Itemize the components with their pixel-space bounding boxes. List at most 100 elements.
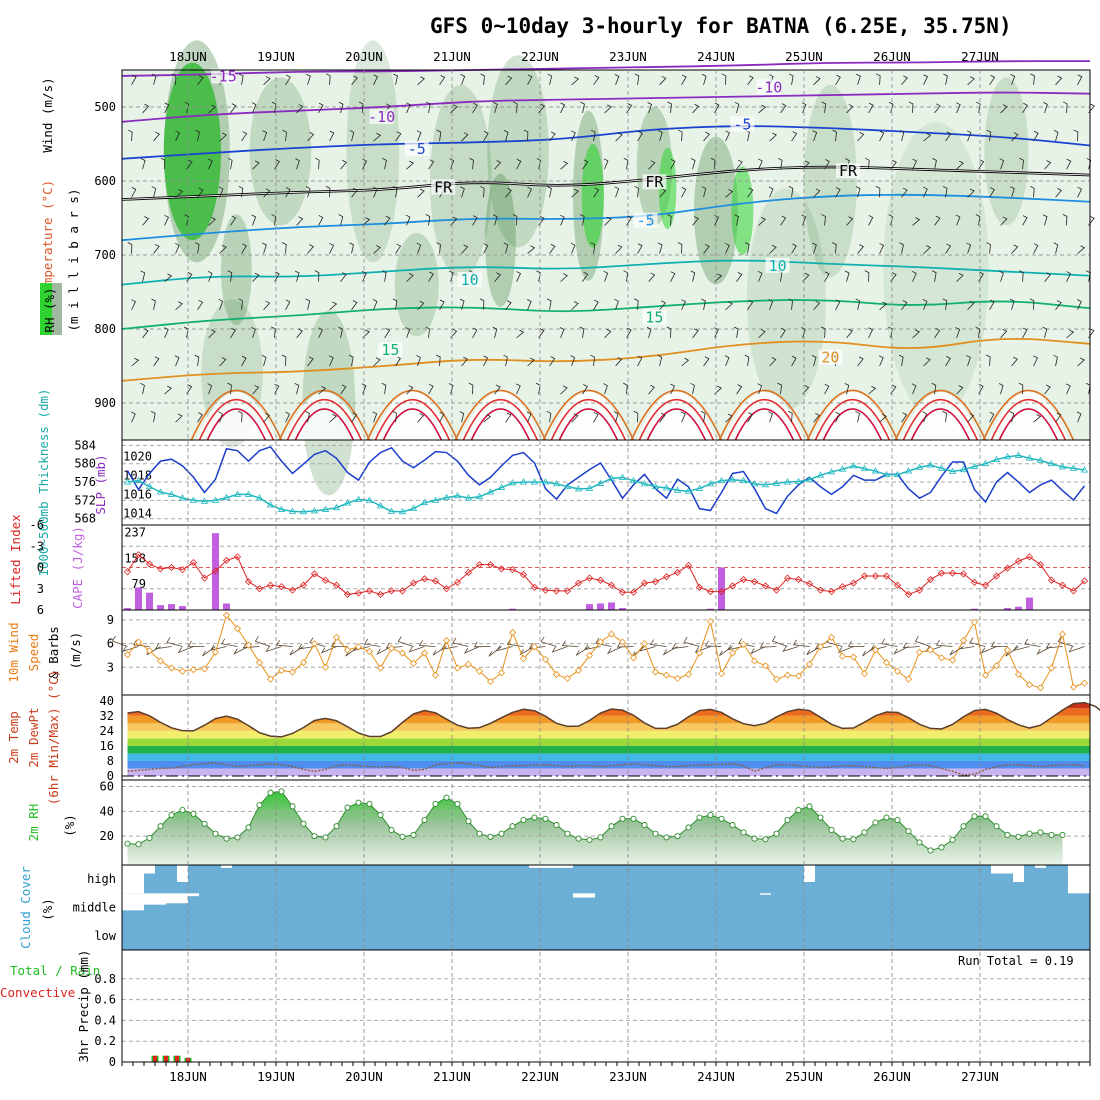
thickness-point: [332, 503, 341, 511]
wind-speed-point: [486, 677, 495, 686]
wind-barb: [503, 130, 509, 142]
wind-barb: [197, 75, 204, 86]
thickness-point: [893, 470, 902, 478]
wind-barb: [450, 328, 458, 339]
2m-rh-point: [146, 834, 153, 842]
wind-barb-10m: [385, 642, 403, 649]
wind-barb: [1053, 354, 1058, 367]
wind-barb: [164, 273, 173, 282]
wind-barb-10m: [330, 641, 348, 647]
wind-barb-10m: [750, 646, 766, 655]
temp-band: [127, 715, 1090, 724]
wind-barb: [604, 329, 612, 339]
wind-barb: [285, 74, 291, 86]
2m-rh-point: [1015, 833, 1022, 840]
wind-barb: [271, 326, 276, 338]
isotherm-surface-7-1: [814, 398, 891, 441]
wind-barb: [494, 160, 502, 170]
lifted-index-point: [167, 563, 176, 572]
wind-barb: [516, 383, 521, 395]
wind-barb: [922, 411, 928, 423]
wind-barb: [593, 299, 599, 310]
wind-barb: [1022, 327, 1028, 339]
wind-speed-point: [200, 665, 209, 673]
2m-rh-point: [355, 799, 362, 806]
thickness-point: [596, 479, 605, 486]
wind-barb: [934, 103, 941, 114]
wind-barb-10m: [187, 641, 205, 647]
isotherm-label-bg: [431, 179, 456, 195]
wind-barb: [714, 385, 722, 395]
wind-barb: [307, 356, 314, 367]
lifted-index-point: [299, 581, 308, 589]
wind-speed-point: [959, 636, 968, 645]
wind-barb: [373, 132, 382, 142]
wind-label-barbs: & Barbs: [46, 626, 61, 679]
lifted-index-point: [211, 567, 220, 575]
2m-rh-point: [806, 803, 813, 810]
y-tick-label: 500: [94, 100, 116, 114]
wind-barb: [416, 130, 422, 142]
isotherm-surface-7-2: [822, 408, 883, 441]
cape-bar: [157, 605, 164, 610]
wind-barb: [614, 186, 620, 198]
wind-barb: [325, 185, 331, 198]
wind-barb: [546, 410, 552, 423]
wind-barb: [468, 382, 474, 395]
wind-speed-point: [255, 658, 264, 667]
wind-barb: [811, 354, 817, 367]
temp-tick-label: 40: [100, 694, 114, 708]
wind-speed-point: [277, 666, 286, 675]
wind-barb: [128, 129, 133, 142]
wind-barb-10m: [1068, 646, 1085, 653]
thickness-point: [475, 492, 484, 500]
wind-barb: [677, 242, 683, 254]
wind-barb: [623, 157, 629, 170]
wind-barb: [945, 131, 952, 142]
cape-bar: [124, 608, 131, 610]
wind-barb-10m: [606, 646, 623, 655]
lifted-index-point: [607, 581, 616, 589]
rh-shade-16: [731, 166, 754, 256]
wind-barb: [271, 101, 277, 113]
isotherm-surface-8-0: [894, 389, 987, 441]
wind-barb: [285, 299, 291, 310]
wind-barb: [560, 161, 569, 170]
wind-barb: [207, 270, 213, 282]
date-label-bottom: 26JUN: [873, 1069, 911, 1084]
wind-barb: [923, 245, 931, 254]
wind-barb: [523, 129, 529, 142]
2m-rh-point: [839, 835, 846, 842]
wind-barb: [989, 187, 995, 198]
wind-barb: [634, 185, 639, 198]
wind-speed-point: [453, 664, 462, 672]
wind-barb: [768, 298, 774, 310]
wind-barb: [942, 186, 948, 198]
wind-barb: [527, 186, 533, 198]
wind-barb: [923, 132, 932, 142]
wind-speed-point: [321, 663, 330, 671]
2m-rh-point: [652, 830, 659, 837]
wind-barb: [1042, 326, 1048, 338]
wind-barb: [857, 131, 865, 142]
wind-barb: [966, 242, 972, 254]
wind-barb: [318, 385, 327, 395]
isotherm-surface-6-0: [718, 389, 811, 441]
2m-rh-point: [168, 811, 175, 819]
thickness-point: [904, 467, 913, 474]
lifted-index-point: [233, 553, 242, 561]
rh-shade-9: [485, 173, 516, 307]
wind-barb-10m: [265, 646, 282, 653]
cape-bar: [707, 608, 714, 610]
wind-speed-point: [1036, 684, 1045, 692]
wind-barb: [1053, 242, 1059, 254]
wind-barb: [855, 186, 861, 198]
wind-barb: [791, 355, 797, 367]
date-label-top: 18JUN: [169, 49, 207, 64]
2m-rh-point: [333, 823, 340, 830]
wind-axis-label: Wind (m/s): [40, 77, 55, 152]
wind-barb: [1011, 244, 1019, 254]
wind-barb: [131, 411, 136, 423]
wind-barb: [1062, 214, 1068, 226]
isotherm-label: 20: [821, 349, 839, 367]
